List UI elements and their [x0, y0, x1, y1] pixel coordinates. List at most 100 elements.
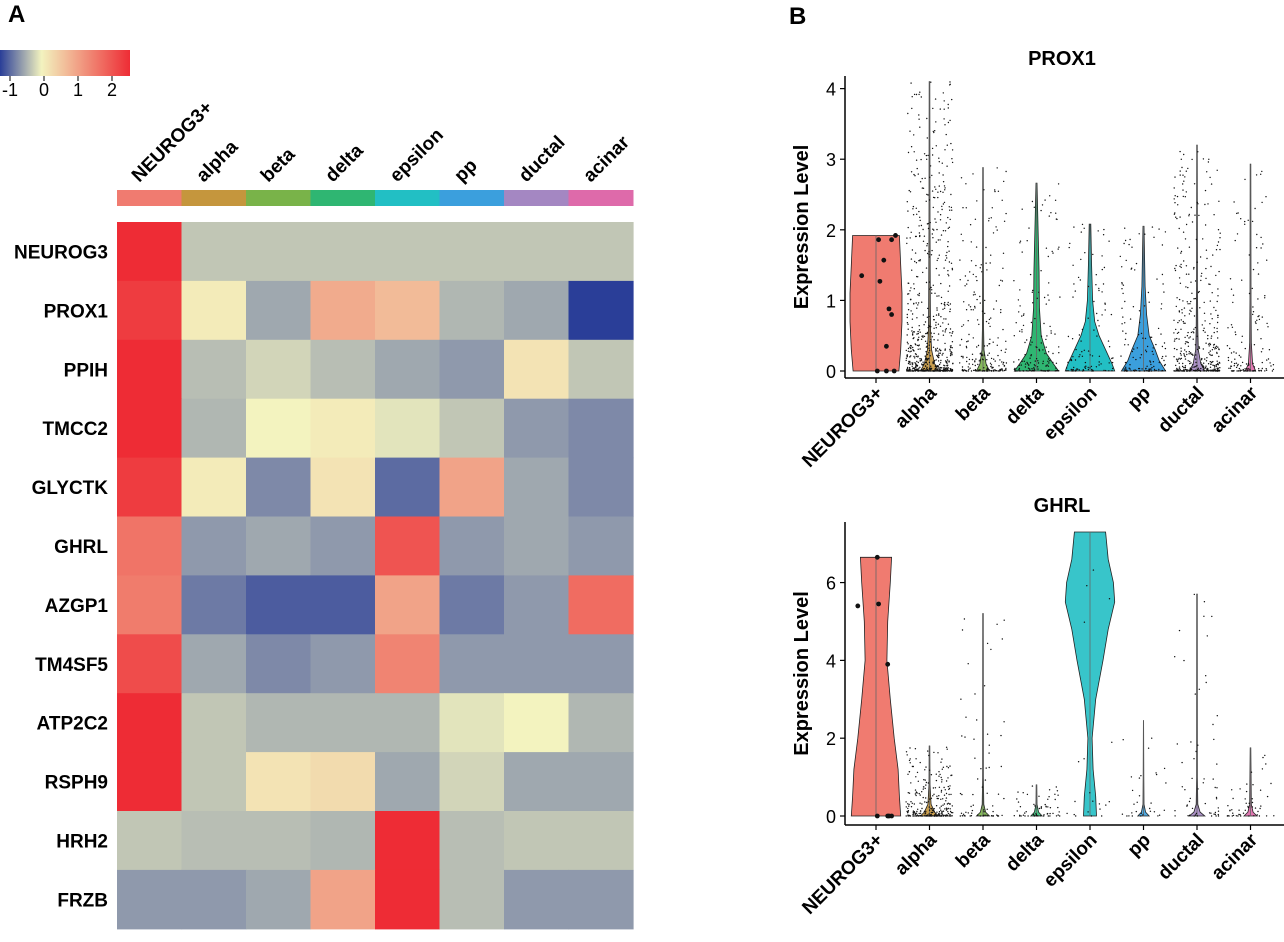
- cell-point: [912, 370, 915, 372]
- cell-point: [920, 224, 923, 227]
- cell-point: [1192, 331, 1194, 333]
- cell-point: [1103, 228, 1105, 231]
- heatmap-cell: [181, 280, 247, 341]
- cell-point: [929, 341, 932, 343]
- cell-point: [918, 232, 921, 234]
- cell-point: [964, 285, 966, 287]
- cell-point: [928, 368, 930, 370]
- cell-point: [1018, 364, 1020, 366]
- cell-point: [947, 802, 950, 804]
- cell-point: [1194, 369, 1197, 372]
- cell-point: [951, 352, 953, 354]
- cell-point: [1043, 322, 1045, 325]
- cell-point: [974, 369, 976, 372]
- cell-point: [971, 812, 973, 814]
- cell-point: [874, 813, 880, 819]
- cell-point: [975, 246, 978, 248]
- heatmap-group-bar: [568, 190, 634, 206]
- cell-point: [907, 362, 910, 365]
- cell-point: [918, 210, 920, 213]
- cell-point: [1156, 278, 1158, 280]
- cell-point: [937, 211, 939, 213]
- cell-point: [945, 792, 948, 795]
- cell-point: [1199, 256, 1202, 258]
- cell-point: [928, 281, 931, 283]
- cell-point: [934, 130, 936, 132]
- cell-point: [1147, 291, 1150, 294]
- cell-point: [1272, 368, 1275, 371]
- cell-point: [1048, 789, 1051, 791]
- cell-point: [928, 347, 930, 349]
- cell-point: [1184, 789, 1186, 791]
- cell-point: [1216, 787, 1218, 789]
- cell-point: [1200, 367, 1202, 370]
- cell-point: [1182, 189, 1184, 191]
- cell-point: [987, 368, 989, 370]
- cell-point: [1203, 366, 1205, 368]
- cell-point: [972, 363, 974, 366]
- cell-point: [992, 232, 995, 234]
- cell-point: [1206, 257, 1208, 260]
- cell-point: [1122, 284, 1125, 286]
- cell-point: [947, 301, 949, 304]
- cell-point: [1139, 357, 1141, 359]
- cell-point: [913, 134, 915, 136]
- cell-point: [1262, 348, 1264, 350]
- cell-point: [1031, 785, 1034, 787]
- cell-point: [1176, 297, 1178, 299]
- cell-point: [1020, 364, 1022, 366]
- cell-point: [1217, 229, 1220, 231]
- cell-point: [1164, 347, 1167, 350]
- cell-point: [932, 107, 934, 110]
- cell-point: [942, 766, 945, 768]
- cell-point: [1013, 815, 1015, 817]
- cell-point: [1031, 368, 1033, 370]
- cell-point: [993, 358, 995, 360]
- cell-point: [931, 370, 933, 372]
- cell-point: [927, 227, 930, 230]
- cell-point: [988, 322, 990, 324]
- cell-point: [921, 301, 923, 303]
- cell-point: [1211, 354, 1214, 356]
- cell-point: [992, 370, 995, 372]
- cell-point: [1270, 365, 1272, 367]
- cell-point: [1236, 365, 1239, 367]
- cell-point: [1189, 367, 1192, 369]
- cell-point: [1236, 233, 1239, 235]
- cell-point: [1175, 305, 1178, 308]
- heatmap-cell: [375, 222, 441, 282]
- cell-point: [943, 303, 946, 306]
- cell-point: [910, 801, 912, 803]
- cell-point: [1132, 356, 1134, 359]
- cell-point: [1207, 334, 1209, 337]
- cell-point: [950, 346, 952, 349]
- cell-point: [1253, 344, 1256, 346]
- cell-point: [946, 251, 948, 254]
- cell-point: [1195, 750, 1197, 753]
- cell-point: [989, 362, 992, 364]
- cell-point: [1241, 361, 1244, 364]
- cell-point: [905, 359, 907, 362]
- heatmap-cell: [246, 339, 312, 400]
- cell-point: [1054, 793, 1056, 795]
- cell-point: [1194, 280, 1197, 282]
- cell-point: [1197, 151, 1199, 153]
- cell-point: [907, 347, 910, 350]
- cell-point: [906, 356, 908, 358]
- cell-point: [928, 361, 931, 364]
- cell-point: [1073, 226, 1075, 228]
- cell-point: [1184, 315, 1186, 317]
- cell-point: [913, 151, 915, 153]
- cell-point: [969, 367, 971, 369]
- cell-point: [944, 149, 946, 151]
- cell-point: [1057, 806, 1059, 809]
- cell-point: [925, 766, 927, 768]
- cell-point: [1262, 243, 1264, 245]
- cell-point: [1089, 354, 1091, 356]
- cell-point: [1052, 812, 1054, 815]
- cell-point: [1184, 336, 1186, 339]
- cell-point: [907, 370, 909, 372]
- cell-point: [1123, 368, 1125, 370]
- cell-point: [1206, 357, 1208, 359]
- cell-point: [947, 227, 949, 229]
